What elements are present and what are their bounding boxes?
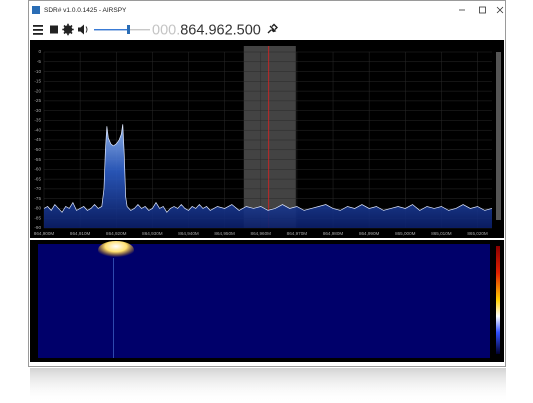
x-tick-label: 864,930M bbox=[142, 231, 163, 236]
spectrum-plot: 0 -5 -10 -15 -20 -25 -30 -35 -40 -45 -50 -55 -60 -65 -… bbox=[34, 46, 493, 236]
pin-button[interactable] bbox=[267, 23, 278, 34]
y-tick-label: -25 bbox=[34, 98, 41, 103]
app-icon bbox=[32, 6, 40, 14]
x-tick-label: 864,990M bbox=[359, 231, 380, 236]
volume-thumb[interactable] bbox=[127, 25, 130, 34]
waterfall-colorbar bbox=[496, 246, 500, 354]
x-tick-label: 864,950M bbox=[214, 231, 235, 236]
waterfall bbox=[38, 244, 490, 358]
maximize-button[interactable] bbox=[479, 6, 486, 14]
frequency: 864.962.500 bbox=[180, 22, 261, 38]
y-tick-label: -20 bbox=[34, 88, 41, 93]
window-title: SDR# v1.0.0.1425 - AIRSPY bbox=[44, 7, 127, 14]
y-tick-label: -90 bbox=[34, 225, 41, 230]
y-tick-label: -10 bbox=[34, 69, 41, 74]
frequency-display[interactable]: 000.864.962.500 bbox=[152, 22, 261, 38]
y-tick-label: -45 bbox=[34, 137, 41, 142]
x-tick-label: 864,920M bbox=[106, 231, 127, 236]
y-tick-label: -75 bbox=[34, 196, 41, 201]
y-tick-label: -65 bbox=[34, 176, 41, 181]
spectrum-trace bbox=[43, 124, 493, 213]
x-tick-label: 864,980M bbox=[323, 231, 344, 236]
y-tick-label: -70 bbox=[34, 186, 41, 191]
x-tick-label: 865,000M bbox=[395, 231, 416, 236]
spectrum-area bbox=[44, 124, 492, 228]
x-tick-label: 864,970M bbox=[287, 231, 308, 236]
y-tick-label: 0 bbox=[38, 49, 41, 54]
x-tick-label: 864,960M bbox=[251, 231, 272, 236]
x-tick-label: 865,020M bbox=[467, 231, 488, 236]
y-tick-label: -80 bbox=[34, 206, 41, 211]
x-tick-label: 864,900M bbox=[34, 231, 55, 236]
x-tick-label: 864,940M bbox=[178, 231, 199, 236]
y-tick-label: -55 bbox=[34, 157, 41, 162]
y-tick-label: -15 bbox=[34, 79, 41, 84]
filter-band bbox=[243, 46, 296, 228]
menu-button[interactable] bbox=[33, 25, 43, 35]
y-tick-label: -50 bbox=[34, 147, 41, 152]
y-tick-label: -85 bbox=[34, 215, 41, 220]
y-tick-label: -30 bbox=[34, 108, 41, 113]
stop-button[interactable] bbox=[50, 25, 58, 34]
frequency-prefix: 000. bbox=[152, 22, 180, 38]
x-tick-label: 864,910M bbox=[70, 231, 91, 236]
volume-level bbox=[94, 29, 128, 31]
spectrum-scrollbar[interactable] bbox=[496, 52, 501, 220]
y-tick-label: -35 bbox=[34, 118, 41, 123]
audio-button[interactable] bbox=[78, 24, 88, 35]
waterfall-signal bbox=[98, 241, 134, 259]
y-tick-label: -40 bbox=[34, 127, 41, 132]
y-tick-label: -60 bbox=[34, 167, 41, 172]
close-button[interactable] bbox=[496, 6, 504, 14]
settings-button[interactable] bbox=[62, 23, 74, 36]
reflection bbox=[30, 368, 506, 403]
y-tick-label: -5 bbox=[37, 59, 42, 64]
x-tick-label: 865,010M bbox=[431, 231, 452, 236]
